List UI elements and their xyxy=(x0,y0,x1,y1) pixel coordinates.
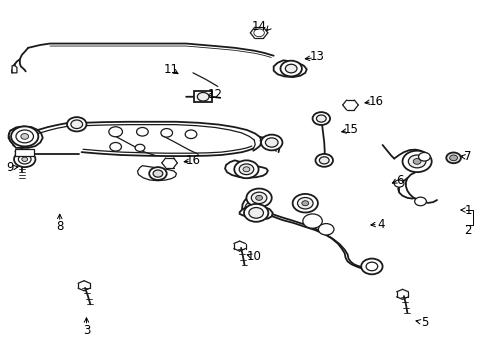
Text: 15: 15 xyxy=(344,123,358,136)
Circle shape xyxy=(239,164,253,175)
Polygon shape xyxy=(224,160,267,178)
Text: 14: 14 xyxy=(251,20,266,33)
Circle shape xyxy=(234,160,258,178)
Circle shape xyxy=(280,61,301,76)
Circle shape xyxy=(243,167,249,172)
Polygon shape xyxy=(12,66,17,73)
Circle shape xyxy=(414,197,426,206)
Circle shape xyxy=(149,167,166,180)
Circle shape xyxy=(185,130,197,139)
Circle shape xyxy=(253,29,264,37)
Circle shape xyxy=(21,134,29,139)
Circle shape xyxy=(402,151,431,172)
Polygon shape xyxy=(273,60,306,77)
Polygon shape xyxy=(8,126,26,146)
Circle shape xyxy=(246,189,271,207)
Circle shape xyxy=(136,127,148,136)
Circle shape xyxy=(71,120,82,129)
Circle shape xyxy=(319,157,328,164)
Circle shape xyxy=(316,115,325,122)
Circle shape xyxy=(393,180,403,187)
Text: 5: 5 xyxy=(420,316,427,329)
Circle shape xyxy=(161,129,172,137)
Bar xyxy=(194,91,212,102)
Circle shape xyxy=(292,194,317,212)
Circle shape xyxy=(315,154,332,167)
Circle shape xyxy=(11,126,38,147)
Text: 4: 4 xyxy=(376,218,384,231)
Circle shape xyxy=(302,214,322,228)
Circle shape xyxy=(197,93,208,101)
Circle shape xyxy=(14,152,35,167)
Text: 1: 1 xyxy=(464,204,471,217)
Text: 11: 11 xyxy=(164,63,179,76)
Circle shape xyxy=(366,262,377,271)
Polygon shape xyxy=(239,206,272,219)
Circle shape xyxy=(312,112,329,125)
Polygon shape xyxy=(9,126,42,148)
Circle shape xyxy=(110,143,121,151)
Circle shape xyxy=(449,155,457,161)
Circle shape xyxy=(19,155,31,164)
Circle shape xyxy=(297,198,312,209)
Circle shape xyxy=(16,130,33,143)
Circle shape xyxy=(255,195,262,201)
Circle shape xyxy=(244,204,268,222)
Circle shape xyxy=(248,207,263,218)
Circle shape xyxy=(153,170,163,177)
Circle shape xyxy=(446,153,460,163)
Circle shape xyxy=(261,135,282,150)
Circle shape xyxy=(412,158,420,164)
Circle shape xyxy=(265,138,278,147)
Circle shape xyxy=(418,153,429,161)
Text: 13: 13 xyxy=(309,50,324,63)
Text: 8: 8 xyxy=(56,220,63,233)
Text: 7: 7 xyxy=(464,150,471,163)
Circle shape xyxy=(407,155,425,168)
Polygon shape xyxy=(137,166,176,181)
Text: 16: 16 xyxy=(367,95,383,108)
Circle shape xyxy=(109,127,122,137)
Circle shape xyxy=(285,64,296,73)
Circle shape xyxy=(301,201,308,206)
Text: 6: 6 xyxy=(396,174,403,186)
Bar xyxy=(15,149,34,156)
Circle shape xyxy=(135,144,144,152)
Circle shape xyxy=(67,117,86,131)
Circle shape xyxy=(251,192,266,203)
Text: 3: 3 xyxy=(82,324,90,337)
Text: 9: 9 xyxy=(6,161,14,174)
Text: 12: 12 xyxy=(207,88,223,101)
Circle shape xyxy=(22,157,28,161)
Text: 10: 10 xyxy=(246,250,261,263)
Text: 2: 2 xyxy=(464,224,471,237)
Text: 16: 16 xyxy=(185,154,201,167)
Circle shape xyxy=(361,258,382,274)
Circle shape xyxy=(318,224,333,235)
